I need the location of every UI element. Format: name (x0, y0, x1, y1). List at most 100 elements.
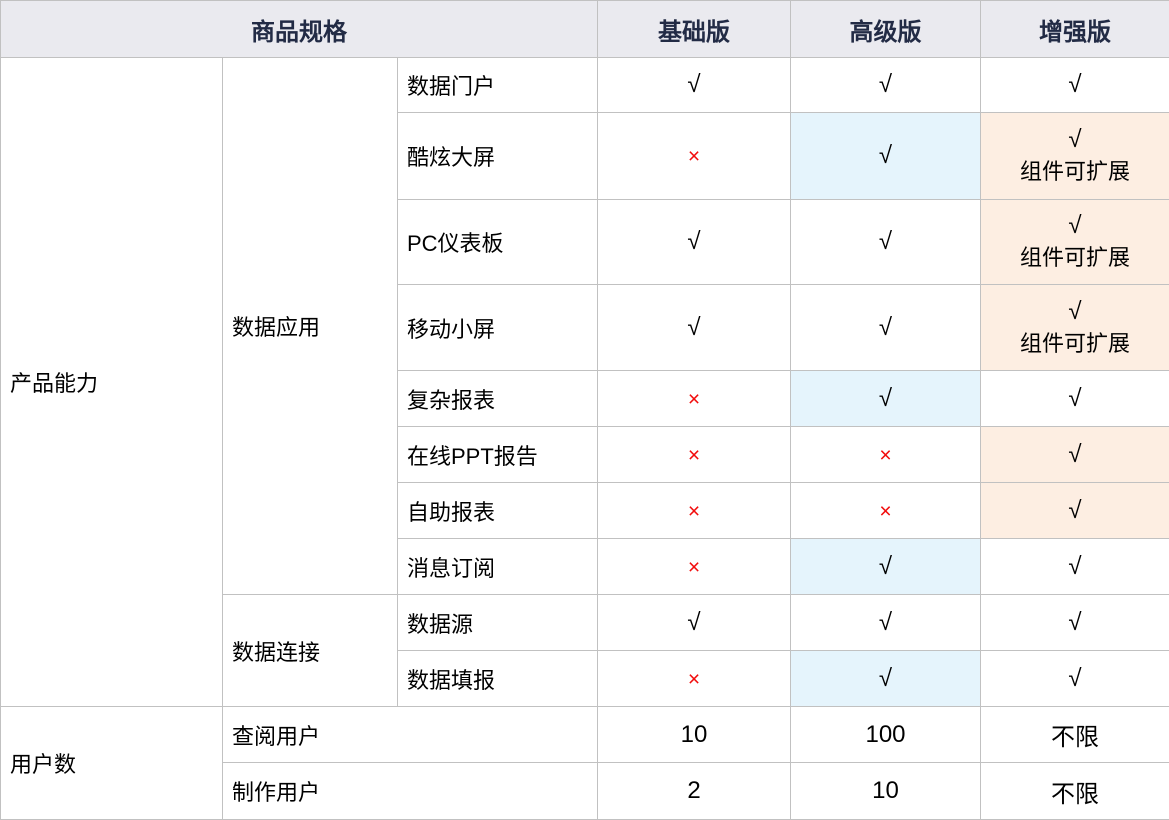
check-mark: √ (879, 385, 892, 412)
value-cell: √ (981, 539, 1169, 595)
check-mark: √ (982, 124, 1168, 156)
check-mark: √ (1068, 665, 1081, 692)
edition-header-basic: 基础版 (598, 1, 791, 58)
value-text: 2 (687, 777, 700, 804)
group-name-cell: 数据应用 (223, 58, 398, 595)
feature-name-cell: 数据门户 (398, 58, 598, 113)
value-cell: √ (791, 651, 981, 707)
check-mark: √ (879, 71, 892, 98)
spec-header-label: 商品规格 (1, 1, 598, 58)
cross-mark: × (688, 145, 700, 168)
value-cell: √ (981, 595, 1169, 651)
value-cell: 不限 (981, 707, 1169, 763)
check-mark: √ (879, 665, 892, 692)
header-row: 商品规格 基础版 高级版 增强版 (1, 1, 1169, 58)
check-mark: √ (1068, 385, 1081, 412)
cross-mark: × (688, 500, 700, 523)
value-cell: × (598, 483, 791, 539)
check-mark: √ (982, 210, 1168, 242)
check-mark: √ (1068, 497, 1081, 524)
value-cell: 不限 (981, 763, 1169, 820)
section-name-cell: 用户数 (1, 707, 223, 820)
value-text: 不限 (1051, 781, 1099, 808)
value-cell: × (598, 427, 791, 483)
check-mark: √ (879, 142, 892, 169)
cross-mark: × (688, 556, 700, 579)
check-mark: √ (1068, 609, 1081, 636)
cross-mark: × (688, 444, 700, 467)
value-cell: 2 (598, 763, 791, 820)
value-cell: √ (791, 539, 981, 595)
edition-header-advanced: 高级版 (791, 1, 981, 58)
feature-name-cell: 消息订阅 (398, 539, 598, 595)
cross-mark: × (879, 500, 891, 523)
check-mark: √ (687, 314, 700, 341)
value-cell: √ (981, 483, 1169, 539)
value-cell: √ (791, 113, 981, 200)
check-mark: √ (879, 609, 892, 636)
value-cell: 10 (791, 763, 981, 820)
value-cell: √ (598, 200, 791, 285)
value-cell: √ (791, 58, 981, 113)
value-cell: × (598, 651, 791, 707)
feature-name-cell: 制作用户 (223, 763, 598, 820)
cross-mark: × (688, 668, 700, 691)
cross-mark: × (688, 388, 700, 411)
value-cell: × (598, 371, 791, 427)
check-mark: √ (879, 553, 892, 580)
check-mark: √ (1068, 441, 1081, 468)
check-mark: √ (687, 609, 700, 636)
value-cell: 10 (598, 707, 791, 763)
value-note: 组件可扩展 (982, 242, 1168, 274)
value-cell: × (598, 113, 791, 200)
check-mark: √ (687, 228, 700, 255)
cross-mark: × (879, 444, 891, 467)
feature-name-cell: 移动小屏 (398, 285, 598, 371)
value-text: 10 (872, 777, 899, 804)
value-cell: × (791, 483, 981, 539)
value-cell: √ (791, 595, 981, 651)
value-note: 组件可扩展 (982, 328, 1168, 360)
feature-name-cell: 酷炫大屏 (398, 113, 598, 200)
feature-name-cell: 在线PPT报告 (398, 427, 598, 483)
value-text: 10 (681, 721, 708, 748)
feature-name-cell: 数据填报 (398, 651, 598, 707)
value-cell: √ (981, 58, 1169, 113)
section-name-cell: 产品能力 (1, 58, 223, 707)
value-cell: √组件可扩展 (981, 200, 1169, 285)
value-cell: × (791, 427, 981, 483)
table-row: 产品能力数据应用数据门户√√√ (1, 58, 1169, 113)
group-name-cell: 数据连接 (223, 595, 398, 707)
feature-name-cell: 查阅用户 (223, 707, 598, 763)
value-note: 组件可扩展 (982, 156, 1168, 188)
value-cell: √组件可扩展 (981, 113, 1169, 200)
value-cell: √组件可扩展 (981, 285, 1169, 371)
value-cell: 100 (791, 707, 981, 763)
value-cell: √ (598, 595, 791, 651)
feature-name-cell: 复杂报表 (398, 371, 598, 427)
value-cell: √ (598, 285, 791, 371)
feature-name-cell: 自助报表 (398, 483, 598, 539)
check-mark: √ (879, 314, 892, 341)
value-cell: √ (981, 651, 1169, 707)
edition-header-enhanced: 增强版 (981, 1, 1169, 58)
feature-name-cell: PC仪表板 (398, 200, 598, 285)
value-cell: × (598, 539, 791, 595)
value-text: 不限 (1051, 724, 1099, 751)
check-mark: √ (1068, 71, 1081, 98)
value-cell: √ (791, 285, 981, 371)
value-text: 100 (865, 721, 905, 748)
check-mark: √ (982, 296, 1168, 328)
feature-name-cell: 数据源 (398, 595, 598, 651)
value-cell: √ (598, 58, 791, 113)
value-cell: √ (981, 371, 1169, 427)
value-cell: √ (791, 371, 981, 427)
value-cell: √ (981, 427, 1169, 483)
check-mark: √ (1068, 553, 1081, 580)
check-mark: √ (687, 71, 700, 98)
value-cell: √ (791, 200, 981, 285)
check-mark: √ (879, 228, 892, 255)
